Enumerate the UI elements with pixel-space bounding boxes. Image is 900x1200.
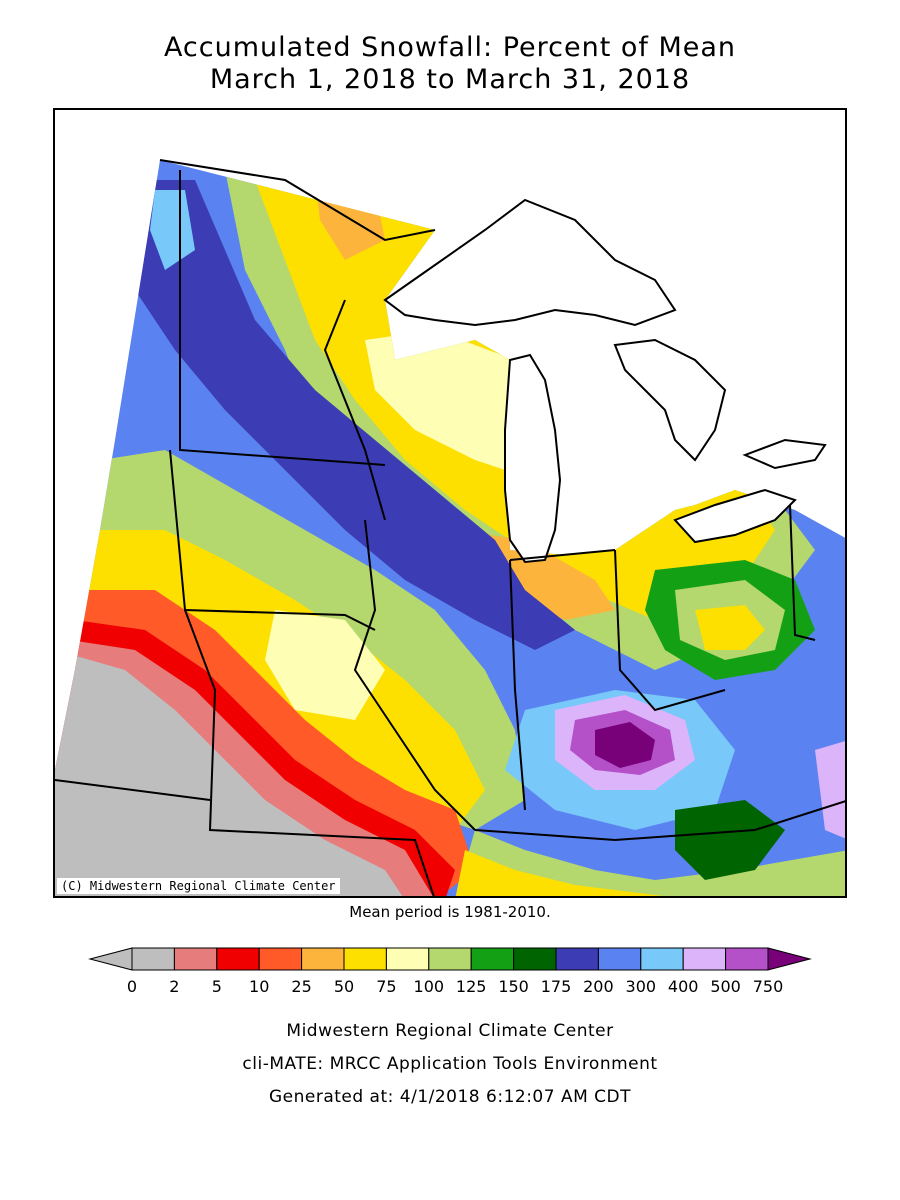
legend-swatch bbox=[682, 947, 727, 971]
lake-michigan bbox=[504, 353, 562, 564]
legend-tick-label: 100 bbox=[414, 977, 445, 996]
legend-tick-label: 25 bbox=[291, 977, 311, 996]
legend-swatch bbox=[513, 947, 557, 971]
legend-tick-label: 5 bbox=[212, 977, 222, 996]
michigan-border bbox=[509, 549, 616, 561]
snowfall-map: (C) Midwestern Regional Climate Center bbox=[53, 108, 847, 898]
lake-erie bbox=[673, 488, 797, 544]
map-graphic bbox=[55, 110, 845, 896]
state-boundaries bbox=[55, 159, 845, 896]
footer-generated-time: Generated at: 4/1/2018 6:12:07 AM CDT bbox=[268, 1087, 632, 1107]
legend-swatch bbox=[725, 947, 769, 971]
legend-tick-label: 10 bbox=[249, 977, 269, 996]
region-75-100-southwest bbox=[265, 610, 385, 720]
legend-swatches bbox=[88, 947, 812, 971]
region-below-2-southwest bbox=[55, 650, 405, 896]
lake-ontario bbox=[742, 438, 827, 470]
indiana-border bbox=[509, 559, 526, 811]
region-150-175-south bbox=[675, 800, 785, 880]
legend-tick-label: 200 bbox=[583, 977, 614, 996]
legend-swatch bbox=[301, 947, 345, 971]
legend-arrow-high bbox=[767, 947, 812, 971]
copyright-label: (C) Midwestern Regional Climate Center bbox=[57, 878, 340, 894]
legend-tick-label: 125 bbox=[456, 977, 487, 996]
legend-tick-labels: 0 2 5 10 25 50 75 100 125 150 175 200 300 400 500 750 bbox=[127, 977, 783, 996]
legend-tick-label: 750 bbox=[753, 977, 784, 996]
mean-period-note: Mean period is 1981-2010. bbox=[349, 903, 551, 921]
region-50-75-ohio bbox=[695, 605, 765, 650]
great-lakes bbox=[383, 198, 827, 564]
legend-tick-label: 300 bbox=[626, 977, 657, 996]
lake-huron bbox=[613, 338, 727, 462]
legend-tick-label: 75 bbox=[376, 977, 396, 996]
missouri-border bbox=[184, 609, 435, 896]
illinois-border bbox=[353, 519, 476, 831]
legend-tick-label: 2 bbox=[169, 977, 179, 996]
legend-tick-label: 500 bbox=[710, 977, 741, 996]
legend-swatch bbox=[555, 947, 599, 971]
legend-swatch bbox=[385, 947, 430, 971]
lake-superior bbox=[383, 198, 677, 327]
legend-tick-label: 150 bbox=[498, 977, 529, 996]
legend-tick-label: 0 bbox=[127, 977, 137, 996]
region-400-500-east-edge bbox=[815, 740, 845, 840]
legend-tick-label: 175 bbox=[541, 977, 572, 996]
legend-swatch bbox=[597, 947, 642, 971]
minnesota-border bbox=[179, 170, 386, 466]
region-300-400-west bbox=[150, 190, 195, 270]
legend-swatch bbox=[131, 947, 175, 971]
kentucky-tennessee-border bbox=[474, 800, 845, 842]
map-title: Accumulated Snowfall: Percent of Mean bbox=[163, 32, 737, 63]
region-175-200-west bbox=[135, 180, 575, 650]
legend-swatch bbox=[428, 947, 472, 971]
color-legend: 0 2 5 10 25 50 75 100 125 150 175 200 300 400 500 750 bbox=[88, 947, 812, 996]
map-date-range: March 1, 2018 to March 31, 2018 bbox=[209, 64, 691, 95]
us-canada-border bbox=[159, 159, 436, 242]
legend-swatch bbox=[343, 947, 387, 971]
region-50-75-south bbox=[455, 850, 695, 896]
legend-swatch bbox=[640, 947, 684, 971]
legend-arrow-low bbox=[88, 947, 133, 971]
wisconsin-border bbox=[323, 299, 386, 521]
ohio-border bbox=[614, 549, 726, 712]
footer-application: cli-MATE: MRCC Application Tools Environ… bbox=[242, 1054, 658, 1074]
nebraska-border bbox=[55, 779, 211, 801]
pennsylvania-border bbox=[789, 504, 816, 641]
legend-tick-label: 50 bbox=[334, 977, 354, 996]
region-above-750-southeast bbox=[595, 722, 655, 768]
footer-organization: Midwestern Regional Climate Center bbox=[286, 1021, 614, 1041]
legend-swatch bbox=[470, 947, 515, 971]
iowa-border bbox=[169, 449, 376, 631]
legend-tick-label: 400 bbox=[668, 977, 699, 996]
legend-swatch bbox=[258, 947, 303, 971]
legend-swatch bbox=[173, 947, 218, 971]
legend-swatch bbox=[216, 947, 260, 971]
